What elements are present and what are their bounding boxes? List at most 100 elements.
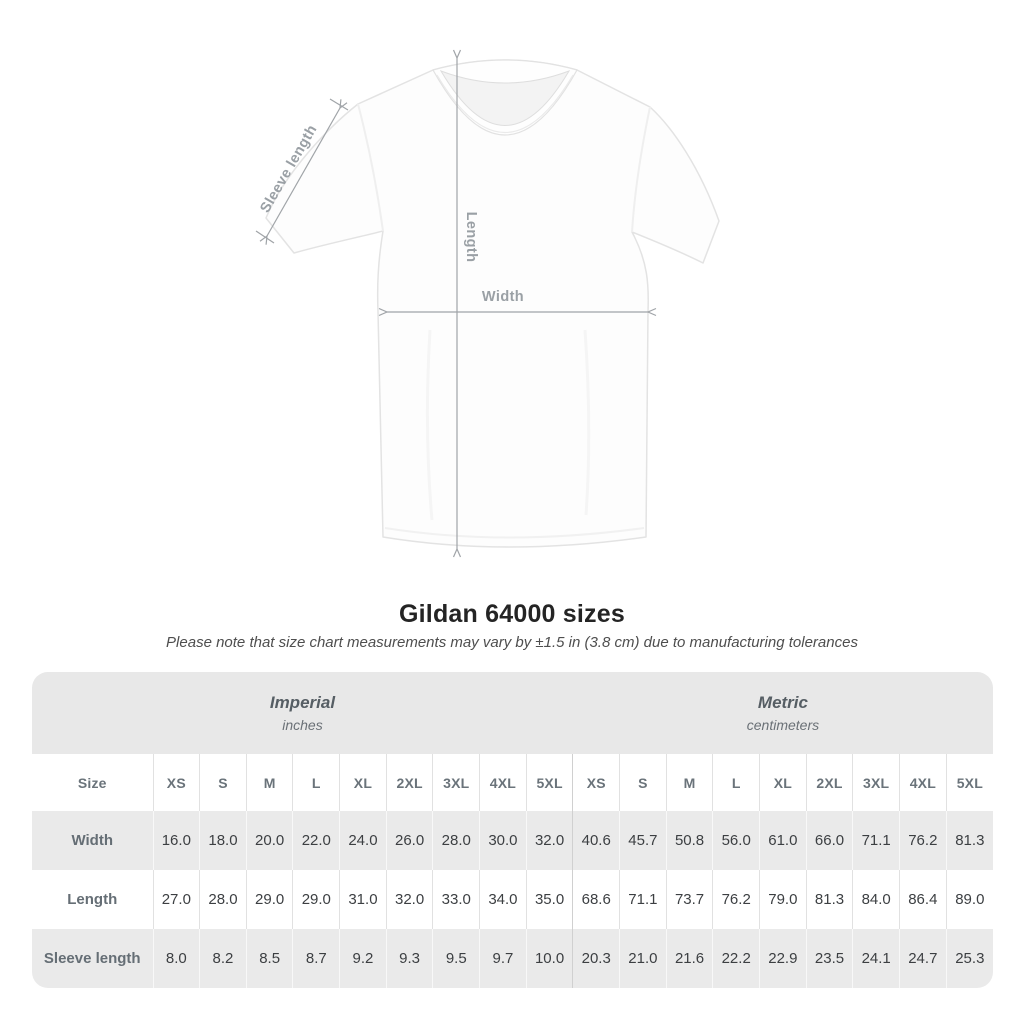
data-cell: 81.3 <box>945 811 993 870</box>
data-cell: 9.7 <box>479 929 527 988</box>
table-row-sleeve-length: Sleeve length 8.0 8.2 8.5 8.7 9.2 9.3 9.… <box>32 929 993 988</box>
size-header-cell: 5XL <box>945 754 993 811</box>
table-row-length: Length 27.0 28.0 29.0 29.0 31.0 32.0 33.… <box>32 870 993 929</box>
size-header-cell: 4XL <box>479 754 527 811</box>
tolerance-note: Please note that size chart measurements… <box>166 634 858 651</box>
data-cell: 24.1 <box>852 929 900 988</box>
data-cell: 29.0 <box>292 870 340 929</box>
data-cell: 9.5 <box>432 929 480 988</box>
data-cell: 68.6 <box>572 870 620 929</box>
data-cell: 66.0 <box>805 811 853 870</box>
data-cell: 61.0 <box>759 811 807 870</box>
data-cell: 10.0 <box>525 929 573 988</box>
size-header-cell: 3XL <box>432 754 480 811</box>
tshirt-outline <box>265 59 720 548</box>
data-cell: 29.0 <box>245 870 293 929</box>
imperial-section-header: Imperial inches <box>32 672 573 754</box>
data-cell: 22.2 <box>712 929 760 988</box>
size-header-cell: 2XL <box>805 754 853 811</box>
page-title: Gildan 64000 sizes <box>399 600 625 628</box>
data-cell: 24.0 <box>339 811 387 870</box>
sleeve-arrow-tick-top <box>329 98 349 111</box>
data-cell: 30.0 <box>479 811 527 870</box>
data-cell: 56.0 <box>712 811 760 870</box>
data-cell: 35.0 <box>525 870 573 929</box>
data-cell: 27.0 <box>152 870 200 929</box>
data-cell: 86.4 <box>899 870 947 929</box>
tshirt-collar <box>432 59 578 136</box>
data-cell: 22.0 <box>292 811 340 870</box>
data-cell: 31.0 <box>339 870 387 929</box>
sleeve-arrow-tick-bottom <box>255 230 275 244</box>
table-row-width: Width 16.0 18.0 20.0 22.0 24.0 26.0 28.0… <box>32 811 993 870</box>
data-cell: 28.0 <box>199 870 247 929</box>
size-table-grid: Imperial inches Metric centimeters Size … <box>32 672 993 988</box>
unit-band-row: Imperial inches Metric centimeters <box>32 672 993 754</box>
data-cell: 8.7 <box>292 929 340 988</box>
size-header-cell: XS <box>152 754 200 811</box>
data-cell: 8.5 <box>245 929 293 988</box>
data-cell: 8.2 <box>199 929 247 988</box>
data-cell: 71.1 <box>852 811 900 870</box>
metric-section-header: Metric centimeters <box>572 672 993 754</box>
data-cell: 81.3 <box>805 870 853 929</box>
data-cell: 23.5 <box>805 929 853 988</box>
row-label-cell: Sleeve length <box>32 929 153 988</box>
data-cell: 32.0 <box>525 811 573 870</box>
data-cell: 34.0 <box>479 870 527 929</box>
data-cell: 50.8 <box>665 811 713 870</box>
data-cell: 45.7 <box>619 811 667 870</box>
metric-title: Metric <box>757 693 808 712</box>
tshirt-image <box>255 49 720 558</box>
data-cell: 9.2 <box>339 929 387 988</box>
size-header-cell: XL <box>339 754 387 811</box>
metric-unit: centimeters <box>746 717 820 733</box>
data-cell: 25.3 <box>945 929 993 988</box>
data-cell: 21.0 <box>619 929 667 988</box>
size-table: Imperial inches Metric centimeters Size … <box>32 672 993 988</box>
size-header-cell: 2XL <box>385 754 433 811</box>
size-header-row: Size XS S M L XL 2XL 3XL 4XL 5XL XS S M … <box>32 754 993 811</box>
size-header-cell: M <box>245 754 293 811</box>
data-cell: 24.7 <box>899 929 947 988</box>
size-header-cell: 4XL <box>899 754 947 811</box>
size-header-cell: 5XL <box>525 754 573 811</box>
data-cell: 20.0 <box>245 811 293 870</box>
data-cell: 9.3 <box>385 929 433 988</box>
width-label: Width <box>481 289 525 305</box>
size-header-cell: L <box>292 754 340 811</box>
sleeve-length-arrow <box>259 99 348 245</box>
size-header-cell: XS <box>572 754 620 811</box>
data-cell: 28.0 <box>432 811 480 870</box>
size-header-cell: S <box>199 754 247 811</box>
imperial-unit: inches <box>282 717 323 733</box>
data-cell: 73.7 <box>665 870 713 929</box>
data-cell: 89.0 <box>945 870 993 929</box>
size-header-cell: 3XL <box>852 754 900 811</box>
size-corner-header: Size <box>32 754 153 811</box>
data-cell: 18.0 <box>199 811 247 870</box>
data-cell: 76.2 <box>899 811 947 870</box>
data-cell: 84.0 <box>852 870 900 929</box>
size-header-cell: L <box>712 754 760 811</box>
data-cell: 21.6 <box>665 929 713 988</box>
data-cell: 22.9 <box>759 929 807 988</box>
data-cell: 8.0 <box>152 929 200 988</box>
data-cell: 16.0 <box>152 811 200 870</box>
tshirt-measurement-diagram: Sleeve length Length Width <box>255 49 720 558</box>
data-cell: 71.1 <box>619 870 667 929</box>
data-cell: 79.0 <box>759 870 807 929</box>
data-cell: 40.6 <box>572 811 620 870</box>
data-cell: 32.0 <box>385 870 433 929</box>
size-header-cell: S <box>619 754 667 811</box>
row-label-cell: Width <box>32 811 153 870</box>
length-label: Length <box>463 211 479 263</box>
data-cell: 76.2 <box>712 870 760 929</box>
row-label-cell: Length <box>67 891 118 908</box>
size-header-cell: M <box>665 754 713 811</box>
size-header-cell: XL <box>759 754 807 811</box>
imperial-title: Imperial <box>269 693 336 712</box>
data-cell: 26.0 <box>385 811 433 870</box>
data-cell: 33.0 <box>432 870 480 929</box>
